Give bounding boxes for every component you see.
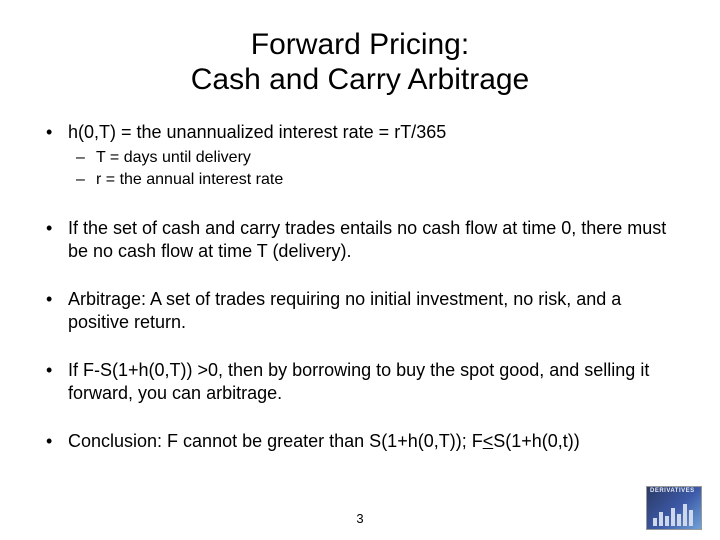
bullet-list: h(0,T) = the unannualized interest rate … xyxy=(40,121,680,453)
bullet-item: Arbitrage: A set of trades requiring no … xyxy=(40,288,680,333)
sub-bullet-list: T = days until delivery r = the annual i… xyxy=(68,148,680,192)
bullet-text: Conclusion: F cannot be greater than S(1… xyxy=(68,431,580,451)
thumbnail-bar xyxy=(671,508,675,526)
thumbnail-bar xyxy=(683,504,687,526)
slide-title: Forward Pricing: Cash and Carry Arbitrag… xyxy=(40,28,680,97)
slide: Forward Pricing: Cash and Carry Arbitrag… xyxy=(0,0,720,540)
bullet-text: If F-S(1+h(0,T)) >0, then by borrowing t… xyxy=(68,360,649,403)
bullet-text: h(0,T) = the unannualized interest rate … xyxy=(68,122,446,142)
bullet-text: If the set of cash and carry trades enta… xyxy=(68,218,666,261)
page-number: 3 xyxy=(0,511,720,526)
thumbnail-bar xyxy=(659,512,663,526)
thumbnail-bar xyxy=(677,514,681,526)
title-line-1: Forward Pricing: xyxy=(251,28,469,61)
bullet-item: Conclusion: F cannot be greater than S(1… xyxy=(40,430,680,453)
thumbnail-bar xyxy=(689,510,693,526)
thumbnail-label: DERIVATIVES xyxy=(650,488,695,494)
thumbnail-bar xyxy=(653,518,657,526)
sub-bullet-item: T = days until delivery xyxy=(68,148,680,169)
sub-bullet-text: r = the annual interest rate xyxy=(96,171,283,188)
sub-bullet-item: r = the annual interest rate xyxy=(68,170,680,191)
title-line-2: Cash and Carry Arbitrage xyxy=(191,63,530,96)
book-thumbnail: DERIVATIVES xyxy=(646,486,702,530)
bullet-text: Arbitrage: A set of trades requiring no … xyxy=(68,289,621,332)
sub-bullet-text: T = days until delivery xyxy=(96,149,251,166)
thumbnail-bar xyxy=(665,516,669,526)
bullet-item: h(0,T) = the unannualized interest rate … xyxy=(40,121,680,191)
bullet-item: If F-S(1+h(0,T)) >0, then by borrowing t… xyxy=(40,359,680,404)
bullet-item: If the set of cash and carry trades enta… xyxy=(40,217,680,262)
